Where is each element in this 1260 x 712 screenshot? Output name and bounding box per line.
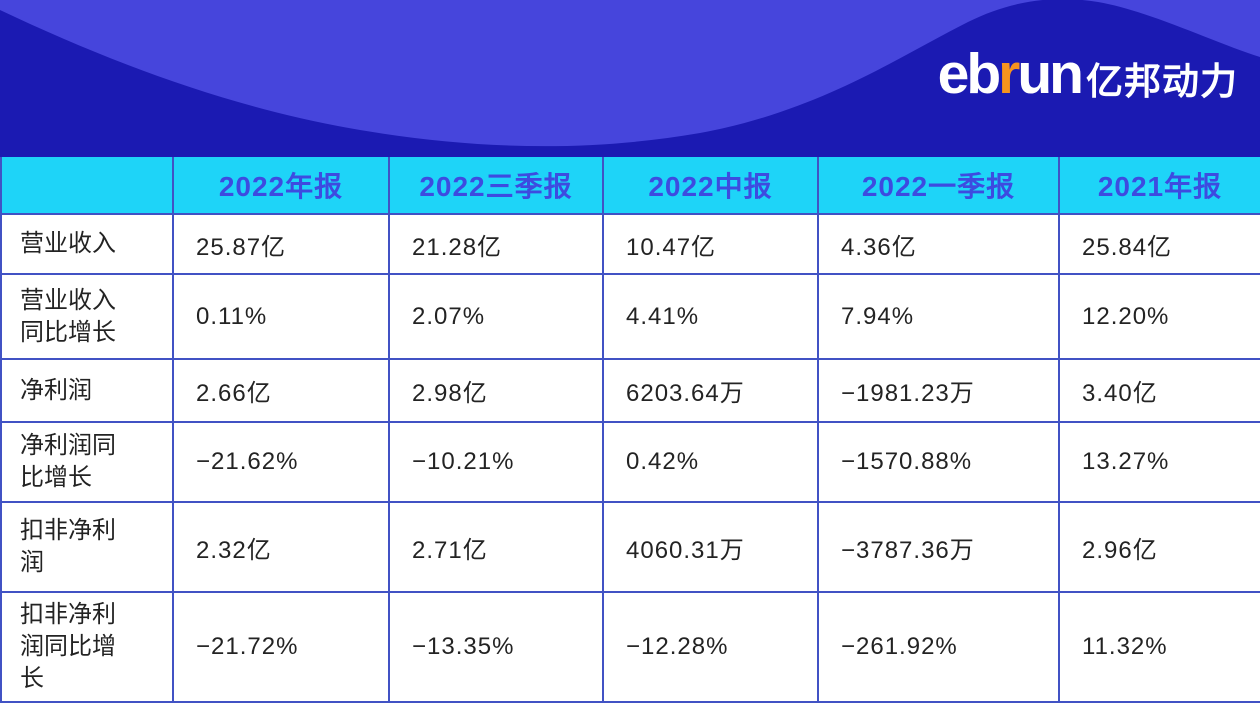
column-header: 2022一季报 xyxy=(817,157,1060,215)
row-label-text: 营业收入 xyxy=(20,230,116,258)
table-row: 营业收入同比增长 0.11% 2.07% 4.41% 7.94% 12.20% xyxy=(0,273,1260,360)
row-label: 净利润同比增长 xyxy=(0,421,174,503)
value-cell: 4.36亿 xyxy=(817,213,1060,275)
column-header: 2021年报 xyxy=(1058,157,1260,215)
corner-cell xyxy=(0,157,174,215)
value-cell: −1570.88% xyxy=(817,421,1060,503)
value-cell: 12.20% xyxy=(1058,273,1260,360)
value-cell: 0.11% xyxy=(172,273,390,360)
value-cell: 2.66亿 xyxy=(172,358,390,423)
value-cell: 4060.31万 xyxy=(602,501,819,593)
logo-latin: ebrun xyxy=(938,46,1084,103)
table-body: 营业收入 25.87亿 21.28亿 10.47亿 4.36亿 25.84亿 营业收入同比增… xyxy=(0,213,1260,703)
logo-latin-suffix: un xyxy=(1017,42,1084,106)
value-cell: 4.41% xyxy=(602,273,819,360)
row-label-text: 净利润同比增长 xyxy=(20,432,116,491)
value-cell: 25.84亿 xyxy=(1058,213,1260,275)
value-cell: −21.62% xyxy=(172,421,390,503)
value-cell: −10.21% xyxy=(388,421,604,503)
value-cell: −1981.23万 xyxy=(817,358,1060,423)
column-header: 2022年报 xyxy=(172,157,390,215)
column-header: 2022中报 xyxy=(602,157,819,215)
row-label-text: 营业收入同比增长 xyxy=(20,286,116,346)
row-label-text: 扣非净利润 xyxy=(20,517,116,576)
table-row: 净利润同比增长 −21.62% −10.21% 0.42% −1570.88% 13.27… xyxy=(0,421,1260,503)
logo-latin-prefix: eb xyxy=(937,42,1002,106)
value-cell: 25.87亿 xyxy=(172,213,390,275)
value-cell: 2.98亿 xyxy=(388,358,604,423)
row-label: 净利润 xyxy=(0,358,174,423)
value-cell: −12.28% xyxy=(602,591,819,703)
row-label-text: 扣非净利润同比增长 xyxy=(20,601,116,692)
row-label-text: 净利润 xyxy=(20,376,92,404)
ebrun-logo: ebrun 亿邦动力 xyxy=(938,46,1238,103)
value-cell: −13.35% xyxy=(388,591,604,703)
table-header-row: 2022年报 2022三季报 2022中报 2022一季报 2021年报 xyxy=(0,157,1260,215)
banner: ebrun 亿邦动力 xyxy=(0,0,1260,157)
row-label: 营业收入 xyxy=(0,213,174,275)
value-cell: −3787.36万 xyxy=(817,501,1060,593)
value-cell: 3.40亿 xyxy=(1058,358,1260,423)
logo-latin-accent: r xyxy=(998,42,1020,106)
wave-graphic xyxy=(0,0,1260,157)
value-cell: 13.27% xyxy=(1058,421,1260,503)
value-cell: 0.42% xyxy=(602,421,819,503)
row-label: 扣非净利润 xyxy=(0,501,174,593)
value-cell: 2.32亿 xyxy=(172,501,390,593)
row-label: 扣非净利润同比增长 xyxy=(0,591,174,703)
value-cell: −261.92% xyxy=(817,591,1060,703)
column-header: 2022三季报 xyxy=(388,157,604,215)
value-cell: 2.96亿 xyxy=(1058,501,1260,593)
table-row: 扣非净利润 2.32亿 2.71亿 4060.31万 −3787.36万 2.96亿 xyxy=(0,501,1260,593)
bottom-strip xyxy=(0,703,1260,712)
logo-cjk: 亿邦动力 xyxy=(1086,60,1238,102)
row-label: 营业收入同比增长 xyxy=(0,273,174,360)
value-cell: 10.47亿 xyxy=(602,213,819,275)
value-cell: 11.32% xyxy=(1058,591,1260,703)
value-cell: 6203.64万 xyxy=(602,358,819,423)
table-row: 净利润 2.66亿 2.98亿 6203.64万 −1981.23万 3.40亿 xyxy=(0,358,1260,423)
value-cell: −21.72% xyxy=(172,591,390,703)
value-cell: 2.07% xyxy=(388,273,604,360)
value-cell: 21.28亿 xyxy=(388,213,604,275)
table-row: 扣非净利润同比增长 −21.72% −13.35% −12.28% −261.92% 11… xyxy=(0,591,1260,703)
value-cell: 2.71亿 xyxy=(388,501,604,593)
table-row: 营业收入 25.87亿 21.28亿 10.47亿 4.36亿 25.84亿 xyxy=(0,213,1260,275)
value-cell: 7.94% xyxy=(817,273,1060,360)
financial-table: 2022年报 2022三季报 2022中报 2022一季报 2021年报 营业收入 25.… xyxy=(0,157,1260,703)
